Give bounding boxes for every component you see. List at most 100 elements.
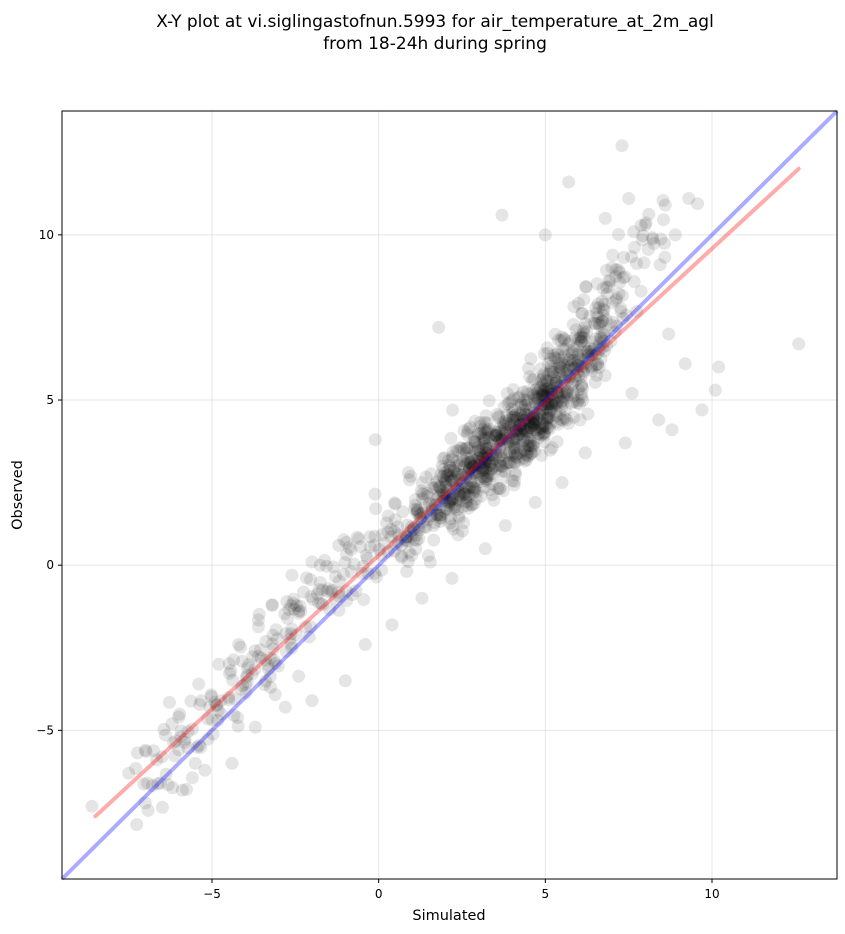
data-point — [476, 428, 490, 442]
data-point — [560, 413, 574, 427]
data-point — [574, 353, 588, 366]
data-point — [521, 397, 535, 411]
data-point — [394, 549, 408, 563]
data-point — [509, 417, 523, 431]
data-point — [566, 353, 580, 367]
data-point — [368, 566, 382, 580]
data-point — [523, 370, 537, 384]
data-point — [457, 516, 471, 530]
data-point — [496, 459, 510, 473]
data-point — [480, 423, 494, 437]
data-point — [462, 482, 476, 495]
data-point — [548, 351, 562, 365]
data-point — [441, 495, 455, 508]
data-point — [404, 524, 418, 538]
data-point — [201, 712, 215, 726]
data-point — [445, 519, 459, 533]
data-point — [503, 445, 517, 458]
data-point — [538, 389, 552, 403]
data-point — [394, 538, 408, 552]
data-point — [459, 446, 473, 460]
data-point — [531, 407, 545, 421]
data-point — [210, 698, 224, 712]
data-point — [529, 383, 543, 397]
data-point — [438, 451, 452, 465]
data-point — [514, 407, 528, 421]
data-point — [500, 387, 514, 400]
data-point — [372, 543, 386, 556]
data-point — [582, 348, 596, 361]
data-point — [430, 508, 444, 522]
data-point — [472, 459, 486, 473]
data-point — [467, 481, 481, 495]
data-point — [512, 427, 526, 441]
data-point — [525, 373, 539, 387]
data-point — [507, 432, 521, 446]
data-point — [514, 438, 528, 452]
data-point — [541, 346, 555, 360]
data-point — [572, 332, 586, 346]
data-point — [388, 496, 402, 510]
data-point — [460, 441, 474, 455]
data-point — [595, 314, 609, 328]
data-point — [566, 318, 580, 331]
data-point — [541, 397, 555, 411]
data-point — [346, 588, 359, 602]
data-point — [520, 427, 534, 441]
data-point — [488, 459, 501, 473]
data-point — [538, 435, 552, 449]
data-point — [439, 488, 453, 501]
data-point — [539, 374, 553, 388]
data-points — [85, 139, 806, 831]
data-point — [446, 492, 460, 506]
data-point — [451, 467, 464, 481]
data-point — [462, 464, 476, 478]
data-point — [497, 418, 511, 432]
data-point — [530, 386, 544, 400]
data-point — [446, 450, 460, 464]
data-point — [464, 474, 478, 488]
data-point — [510, 451, 524, 464]
data-point — [605, 296, 619, 310]
data-point — [641, 242, 655, 256]
data-point — [617, 250, 631, 264]
data-point — [541, 398, 555, 412]
data-point — [495, 460, 509, 473]
data-point — [498, 423, 512, 436]
data-point — [461, 425, 475, 439]
data-point — [192, 738, 206, 752]
data-point — [471, 427, 485, 441]
data-point — [501, 418, 515, 432]
data-point — [518, 444, 532, 458]
data-point — [603, 274, 617, 288]
data-point — [332, 603, 346, 617]
data-point — [476, 463, 490, 477]
y-axis-label: Observed — [10, 460, 26, 530]
data-point — [592, 339, 606, 353]
data-point — [479, 474, 493, 488]
data-point — [488, 449, 502, 463]
data-point — [567, 362, 581, 376]
plot-frame — [61, 110, 838, 880]
data-point — [172, 710, 186, 724]
data-point — [549, 371, 563, 385]
data-point — [456, 475, 470, 489]
data-point — [480, 446, 494, 460]
data-point — [565, 346, 579, 360]
data-point — [541, 421, 555, 435]
data-point — [342, 540, 356, 554]
data-point — [521, 449, 534, 463]
data-point — [475, 470, 489, 483]
data-point — [465, 480, 479, 494]
data-point — [510, 432, 524, 446]
data-point — [454, 441, 467, 455]
data-point — [554, 334, 568, 347]
data-point — [567, 300, 581, 314]
data-point — [562, 360, 576, 374]
data-point — [449, 479, 463, 493]
data-point — [516, 403, 530, 417]
data-point — [625, 386, 639, 400]
data-point — [588, 317, 602, 330]
data-point — [324, 585, 338, 599]
data-point — [293, 599, 307, 613]
